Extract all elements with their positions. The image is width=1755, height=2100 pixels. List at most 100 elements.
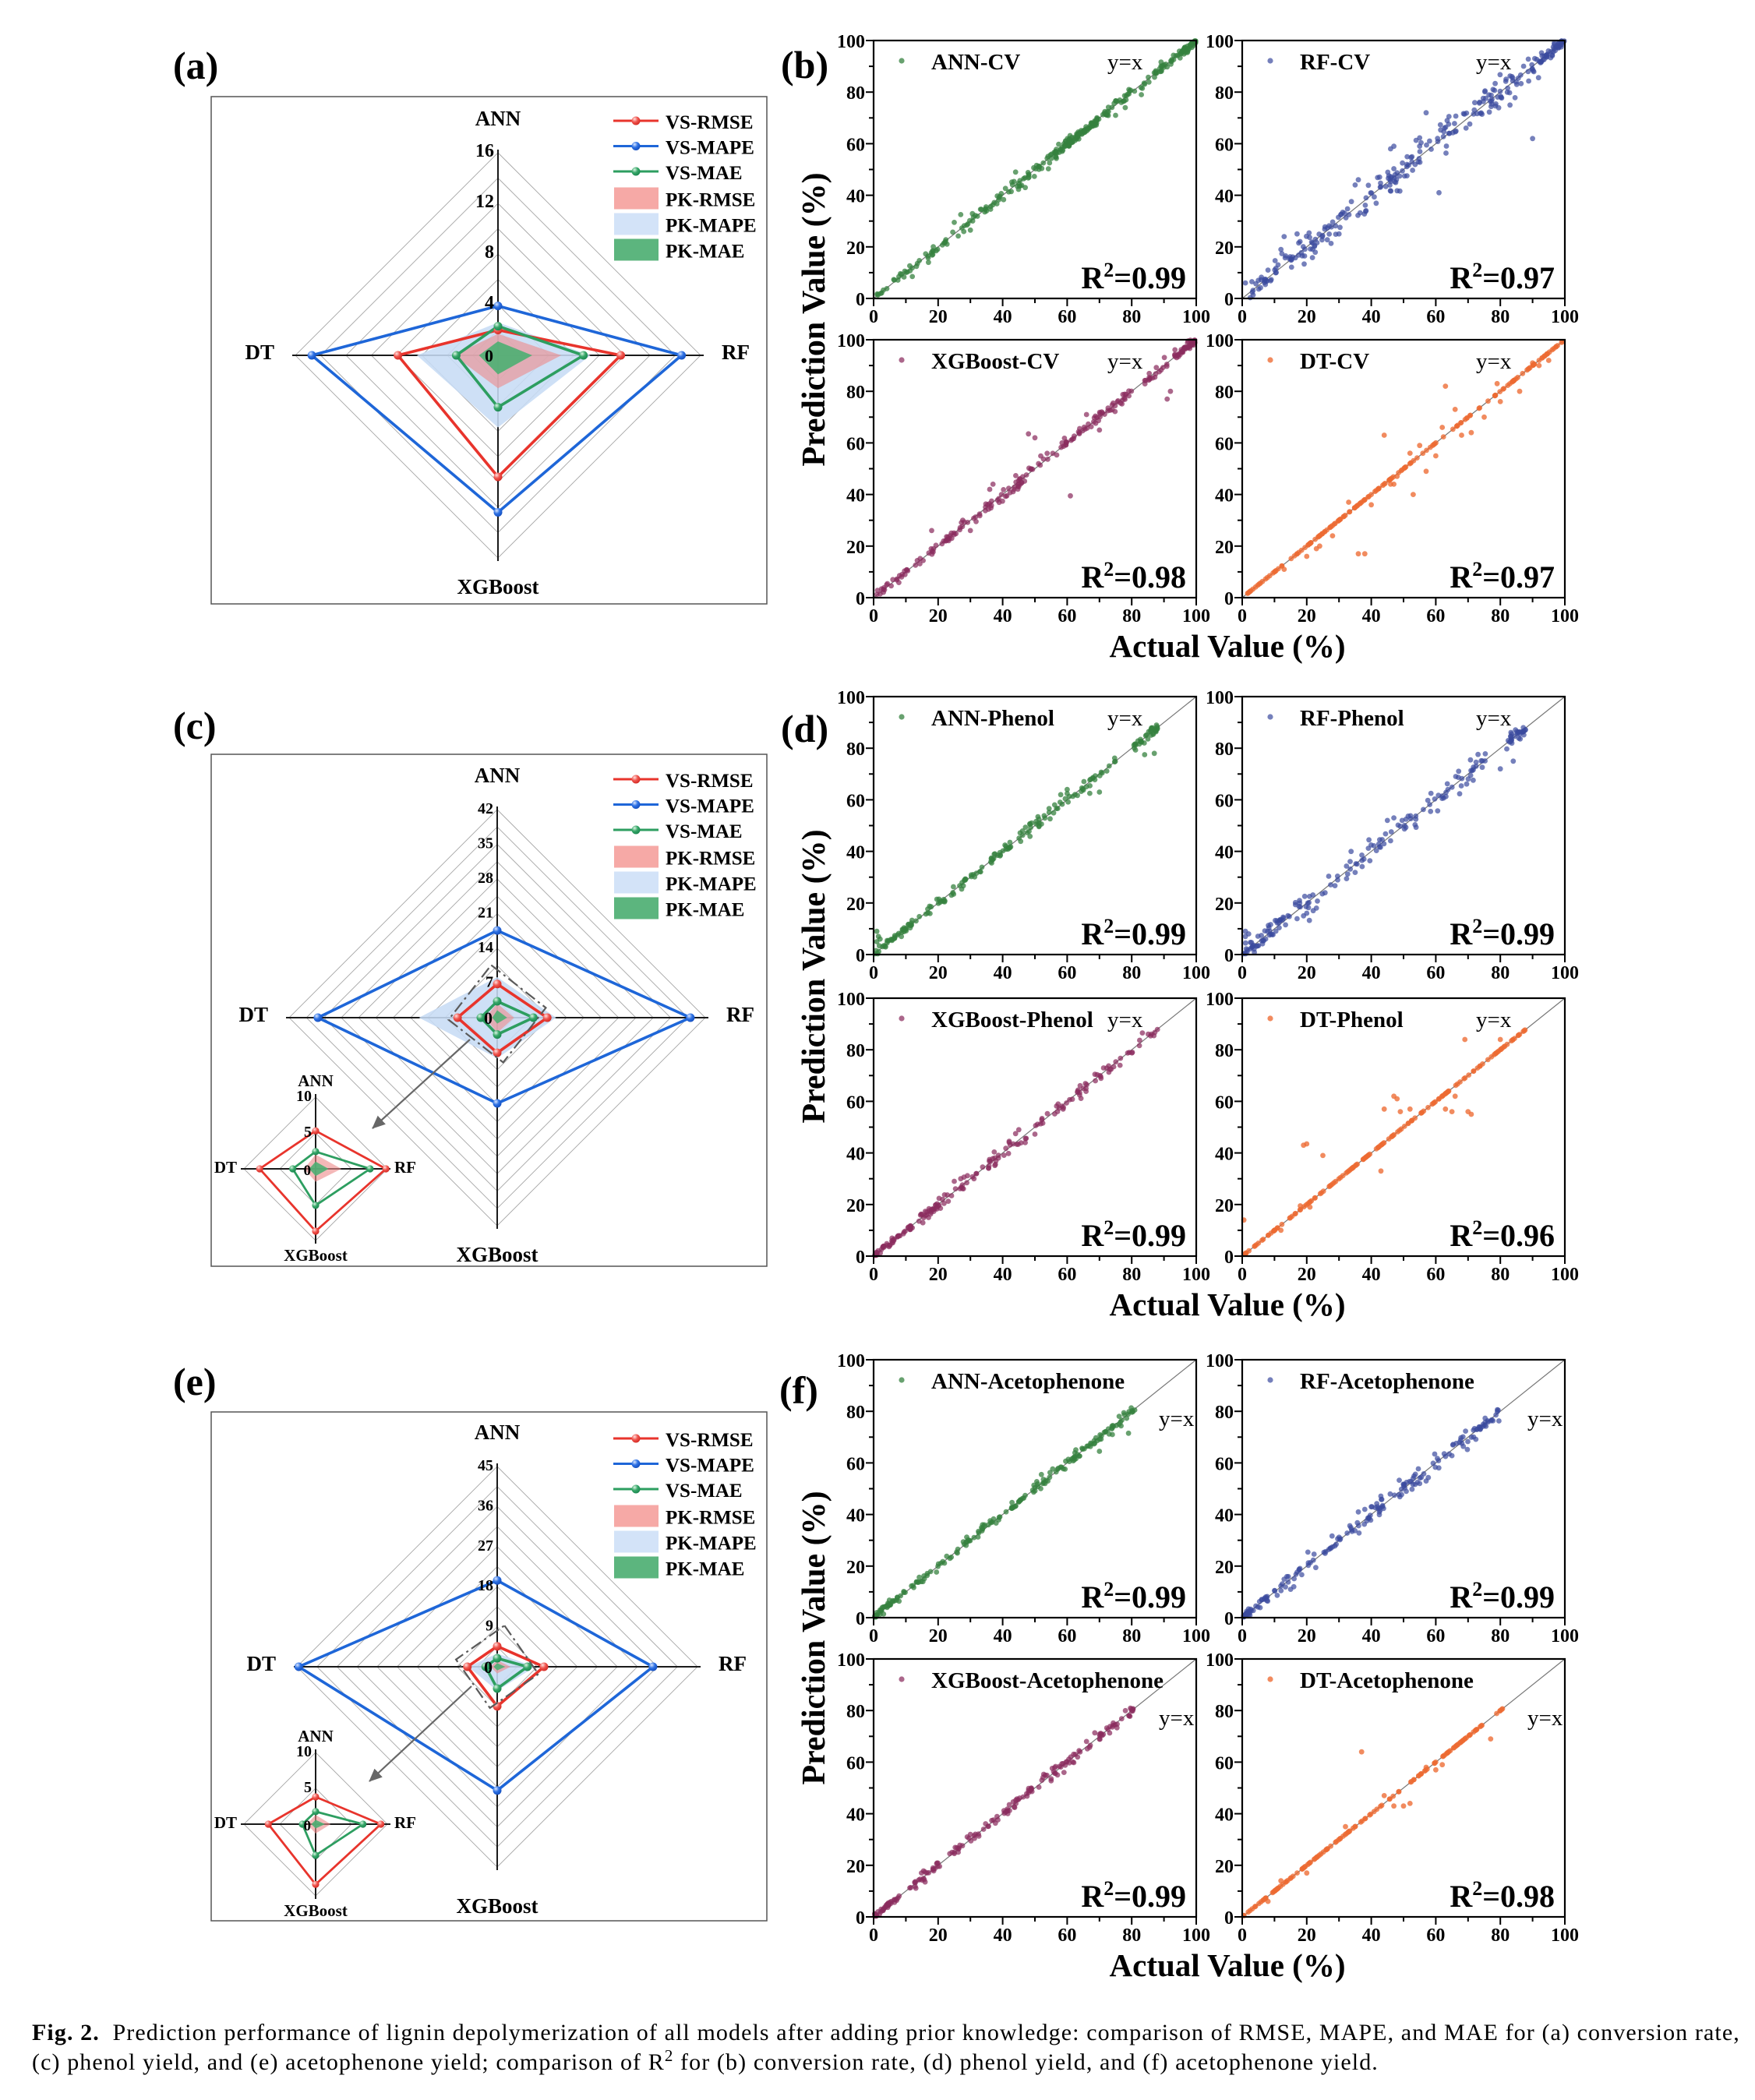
svg-text:60: 60: [1215, 791, 1234, 811]
svg-text:ANN: ANN: [475, 1421, 521, 1444]
svg-text:40: 40: [1215, 1506, 1234, 1526]
svg-text:y=x: y=x: [1107, 1008, 1143, 1032]
svg-text:80: 80: [1215, 1041, 1234, 1061]
svg-text:60: 60: [1426, 1265, 1445, 1285]
svg-text:60: 60: [846, 434, 865, 454]
svg-text:R2=0.97: R2=0.97: [1450, 558, 1555, 595]
svg-text:100: 100: [837, 990, 865, 1010]
svg-text:DT: DT: [214, 1813, 237, 1832]
svg-text:40: 40: [1215, 1145, 1234, 1165]
svg-text:0: 0: [869, 1925, 878, 1946]
svg-text:40: 40: [994, 606, 1012, 626]
svg-text:VS-RMSE: VS-RMSE: [666, 112, 754, 133]
svg-text:0: 0: [1238, 963, 1247, 983]
svg-text:40: 40: [846, 486, 865, 506]
svg-text:20: 20: [1215, 895, 1234, 915]
svg-text:RF: RF: [726, 1003, 754, 1026]
svg-text:y=x: y=x: [1159, 1706, 1195, 1731]
svg-text:100: 100: [837, 688, 865, 708]
svg-text:40: 40: [1362, 1925, 1381, 1946]
svg-text:XGBoost: XGBoost: [284, 1246, 348, 1265]
svg-text:VS-MAPE: VS-MAPE: [666, 1456, 754, 1477]
svg-text:y=x: y=x: [1527, 1706, 1563, 1731]
svg-text:(a): (a): [173, 44, 218, 87]
svg-text:80: 80: [1122, 963, 1141, 983]
svg-text:20: 20: [1298, 963, 1316, 983]
svg-text:14: 14: [478, 939, 493, 956]
svg-text:40: 40: [994, 307, 1012, 327]
svg-text:DT: DT: [214, 1158, 237, 1177]
svg-text:PK-RMSE: PK-RMSE: [666, 1508, 755, 1529]
svg-text:100: 100: [1206, 1351, 1234, 1371]
svg-text:RF: RF: [722, 341, 750, 364]
svg-text:RF-CV: RF-CV: [1300, 50, 1370, 75]
svg-text:R2=0.99: R2=0.99: [1081, 1578, 1186, 1615]
svg-text:80: 80: [1215, 1702, 1234, 1722]
svg-text:40: 40: [846, 187, 865, 207]
svg-text:100: 100: [1206, 688, 1234, 708]
svg-text:80: 80: [1215, 739, 1234, 760]
svg-text:y=x: y=x: [1527, 1406, 1563, 1431]
svg-text:80: 80: [1491, 1265, 1510, 1285]
svg-text:Actual Value (%): Actual Value (%): [1110, 1286, 1346, 1322]
svg-text:R2=0.99: R2=0.99: [1081, 1216, 1186, 1253]
svg-text:60: 60: [1215, 434, 1234, 454]
svg-text:DT-CV: DT-CV: [1300, 349, 1369, 374]
svg-text:60: 60: [846, 791, 865, 811]
svg-text:0: 0: [856, 1908, 865, 1929]
svg-text:DT-Phenol: DT-Phenol: [1300, 1008, 1404, 1032]
svg-text:20: 20: [846, 238, 865, 259]
svg-text:10: 10: [296, 1088, 312, 1105]
svg-text:0: 0: [1224, 290, 1234, 310]
svg-text:10: 10: [296, 1743, 312, 1760]
svg-text:DT-Acetophenone: DT-Acetophenone: [1300, 1668, 1474, 1693]
svg-text:0: 0: [1224, 1908, 1234, 1929]
svg-text:100: 100: [1551, 1925, 1579, 1946]
svg-text:80: 80: [1215, 383, 1234, 403]
svg-text:40: 40: [1362, 307, 1381, 327]
svg-text:60: 60: [1215, 1454, 1234, 1474]
svg-text:60: 60: [1426, 1925, 1445, 1946]
svg-text:RF: RF: [394, 1813, 416, 1832]
svg-text:80: 80: [1215, 1403, 1234, 1423]
svg-text:(e): (e): [173, 1360, 217, 1403]
svg-text:y=x: y=x: [1107, 349, 1143, 374]
svg-text:40: 40: [994, 963, 1012, 983]
svg-text:4: 4: [485, 293, 494, 313]
svg-text:80: 80: [1491, 307, 1510, 327]
svg-text:18: 18: [478, 1577, 493, 1594]
svg-text:VS-RMSE: VS-RMSE: [666, 1430, 754, 1451]
svg-text:100: 100: [1551, 1265, 1579, 1285]
svg-text:100: 100: [1206, 990, 1234, 1010]
svg-text:XGBoost: XGBoost: [284, 1901, 348, 1920]
svg-text:ANN-Acetophenone: ANN-Acetophenone: [931, 1369, 1125, 1394]
svg-text:y=x: y=x: [1476, 50, 1512, 75]
svg-text:XGBoost-Acetophenone: XGBoost-Acetophenone: [931, 1668, 1164, 1693]
svg-text:40: 40: [1215, 486, 1234, 506]
svg-text:R2=0.98: R2=0.98: [1450, 1877, 1555, 1914]
svg-text:0: 0: [856, 589, 865, 609]
svg-text:Prediction Value (%): Prediction Value (%): [796, 1491, 832, 1784]
svg-text:60: 60: [1426, 606, 1445, 626]
svg-text:0: 0: [869, 1265, 878, 1285]
svg-text:20: 20: [1215, 538, 1234, 558]
svg-text:R2=0.96: R2=0.96: [1450, 1216, 1555, 1253]
svg-text:DT: DT: [245, 341, 274, 364]
svg-text:5: 5: [304, 1779, 312, 1796]
svg-text:80: 80: [1122, 307, 1141, 327]
svg-text:40: 40: [846, 843, 865, 863]
svg-text:100: 100: [1182, 963, 1210, 983]
svg-text:100: 100: [1182, 1265, 1210, 1285]
svg-text:80: 80: [846, 1403, 865, 1423]
svg-text:0: 0: [1224, 1609, 1234, 1629]
svg-text:VS-MAE: VS-MAE: [666, 163, 743, 184]
svg-text:y=x: y=x: [1476, 1008, 1512, 1032]
svg-text:60: 60: [1058, 1265, 1076, 1285]
svg-text:100: 100: [1206, 331, 1234, 351]
svg-text:40: 40: [846, 1145, 865, 1165]
svg-text:PK-MAE: PK-MAE: [666, 900, 744, 921]
svg-text:60: 60: [846, 1454, 865, 1474]
svg-text:0: 0: [856, 946, 865, 966]
svg-text:20: 20: [929, 963, 948, 983]
svg-text:80: 80: [846, 83, 865, 104]
